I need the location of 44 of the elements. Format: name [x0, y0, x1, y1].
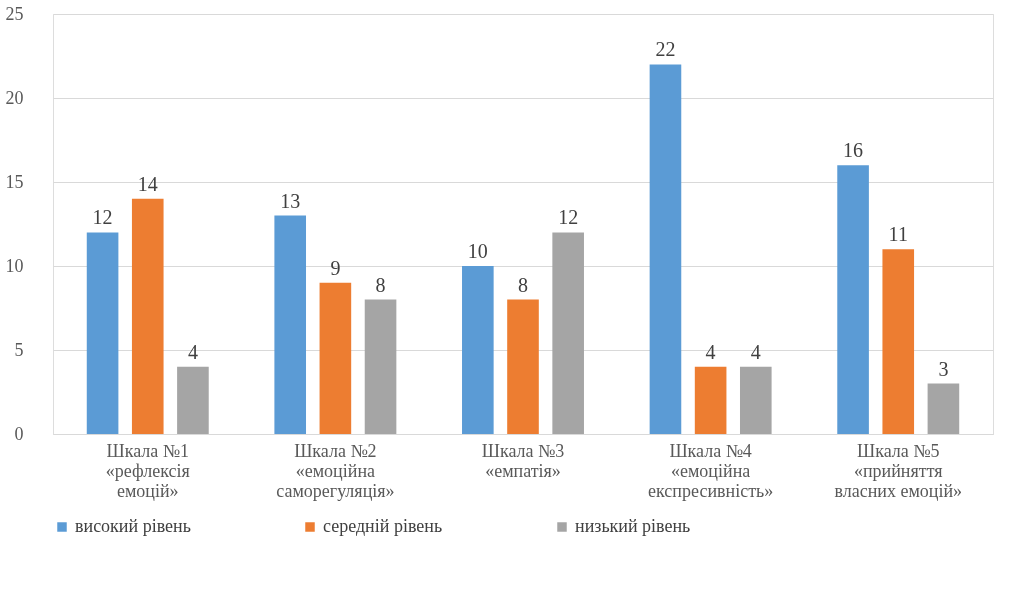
bar	[131, 198, 164, 434]
legend-label: високий рівень	[75, 516, 191, 536]
bar	[364, 299, 397, 434]
data-label: 8	[518, 273, 528, 296]
data-label: 11	[888, 223, 908, 246]
data-label: 4	[187, 340, 198, 363]
x-tick-label: Шкала №4 «емоційна експресивність»	[648, 440, 774, 501]
y-tick-label: 10	[5, 255, 24, 276]
x-tick-label: Шкала №5 «прийняття власних емоцій»	[834, 440, 963, 501]
legend-label: низький рівень	[575, 516, 691, 536]
bar	[927, 383, 960, 434]
bar	[507, 299, 539, 434]
legend-label: середній рівень	[323, 516, 443, 536]
data-label: 16	[843, 139, 864, 162]
y-tick-label: 15	[5, 171, 24, 192]
y-tick-label: 0	[14, 423, 24, 444]
x-tick-label: Шкала №2 «емоційна саморегуляція»	[276, 440, 395, 501]
bar	[649, 64, 682, 434]
data-label: 4	[705, 340, 716, 363]
data-label: 12	[558, 206, 579, 229]
data-label: 9	[330, 256, 341, 279]
data-label: 14	[137, 172, 158, 195]
bar	[552, 232, 584, 434]
y-tick-label: 20	[5, 87, 24, 108]
bar	[319, 282, 352, 434]
bar	[739, 366, 772, 434]
y-tick-label: 5	[14, 339, 24, 360]
data-label: 22	[655, 38, 676, 61]
data-label: 8	[375, 273, 386, 296]
x-tick-label: Шкала №1 «рефлексія емоцій»	[105, 440, 190, 501]
data-label: 10	[467, 240, 488, 262]
x-tick-label: Шкала №3 «емпатія»	[481, 440, 565, 481]
bar	[882, 249, 915, 434]
bar	[177, 366, 209, 434]
bar	[274, 215, 307, 434]
data-label: 13	[280, 189, 301, 212]
bar	[694, 366, 727, 434]
data-label: 12	[92, 206, 113, 229]
bar	[462, 266, 494, 434]
bar	[837, 165, 869, 434]
data-label: 3	[938, 357, 949, 380]
bar	[86, 232, 119, 434]
data-label: 4	[750, 340, 761, 363]
y-tick-label: 25	[5, 3, 24, 24]
